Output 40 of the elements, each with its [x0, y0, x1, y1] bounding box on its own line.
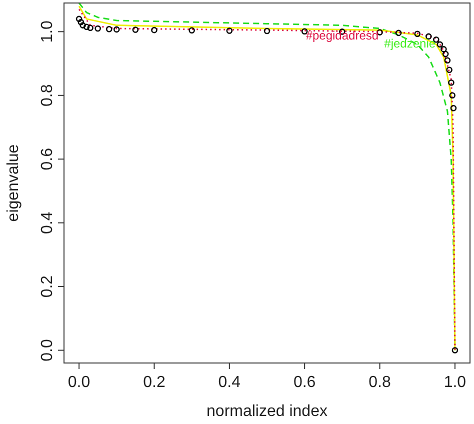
point: [442, 50, 449, 58]
point: [395, 30, 402, 36]
x-tick-label: 0.8: [368, 374, 391, 391]
point: [83, 24, 90, 30]
y-tick-label: 0.0: [39, 339, 56, 362]
y-axis-title: eigenvalue: [5, 144, 22, 222]
point: [450, 104, 457, 112]
point: [76, 16, 82, 22]
point: [444, 57, 451, 64]
annotation: #jedzenie: [384, 36, 436, 51]
x-tick-label: 0.2: [143, 374, 166, 391]
y-tick-label: 1.0: [39, 20, 56, 43]
point: [448, 79, 454, 86]
point: [106, 26, 112, 32]
x-tick-label: 0.6: [293, 374, 316, 391]
point: [87, 24, 94, 31]
point: [440, 46, 447, 52]
point: [449, 92, 456, 99]
point: [436, 41, 444, 48]
point: [188, 27, 195, 34]
point: [80, 22, 86, 28]
x-tick-label: 1.0: [444, 374, 466, 391]
annotation: #pegidadresd: [306, 28, 379, 43]
y-tick-label: 0.2: [39, 275, 56, 298]
point: [78, 18, 84, 26]
x-tick-label: 0.4: [218, 374, 241, 391]
point: [94, 25, 101, 32]
point: [113, 26, 120, 33]
point: [264, 28, 270, 34]
y-tick-label: 0.4: [39, 212, 56, 234]
y-tick-label: 0.8: [39, 84, 56, 107]
point: [414, 30, 421, 38]
point: [132, 26, 139, 33]
x-tick-label: 0.0: [68, 374, 90, 391]
point: [226, 28, 233, 34]
point: [151, 26, 158, 34]
point: [452, 347, 458, 354]
y-tick-label: 0.6: [39, 148, 56, 170]
x-axis-title: normalized index: [206, 403, 328, 420]
point: [446, 66, 452, 74]
